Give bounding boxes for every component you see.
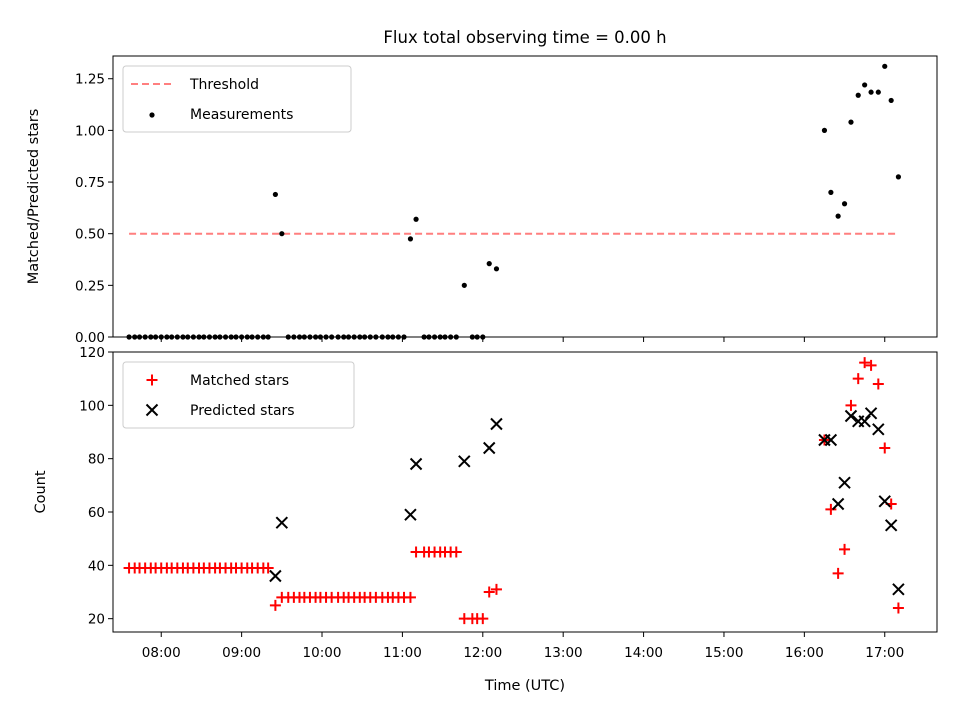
measurement-point <box>486 261 492 267</box>
legend-matched-marker <box>146 374 158 386</box>
predicted-star-point <box>275 516 289 529</box>
y-tick-label-1: 80 <box>88 452 105 468</box>
matched-star-point <box>450 546 462 558</box>
y-tick-label-1: 120 <box>79 345 105 361</box>
measurement-point <box>848 119 854 125</box>
measurement-point <box>493 266 500 272</box>
top-legend <box>122 65 352 133</box>
x-tick-label: 16:00 <box>785 645 824 661</box>
measurement-point <box>835 213 841 219</box>
predicted-star-point <box>878 495 891 508</box>
matched-star-point <box>872 378 884 390</box>
x-tick-label: 17:00 <box>865 645 904 661</box>
matched-star-point <box>832 567 844 579</box>
measurement-point <box>821 127 828 133</box>
matched-star-point <box>865 359 877 371</box>
x-tick-label: 11:00 <box>383 645 422 661</box>
top-y-axis-label: Matched/Predicted stars <box>26 109 42 285</box>
y-tick-label-0: 0.75 <box>75 175 105 191</box>
matched-star-point <box>825 503 837 515</box>
x-axis-label: Time (UTC) <box>484 678 565 694</box>
measurement-point <box>855 92 861 98</box>
measurement-point <box>841 201 848 207</box>
matched-star-point <box>477 613 489 625</box>
predicted-star-point <box>844 409 858 423</box>
bottom-plot-frame <box>112 351 938 633</box>
legend-predicted-label: Predicted stars <box>190 403 295 419</box>
measurement-point <box>868 89 874 95</box>
predicted-star-point <box>824 433 838 447</box>
y-tick-label-0: 0.25 <box>75 278 105 294</box>
matched-star-point <box>269 599 281 611</box>
measurement-point <box>875 89 881 95</box>
measurement-point <box>461 282 467 288</box>
y-tick-label-0: 1.25 <box>75 72 105 88</box>
x-tick-label: 09:00 <box>222 645 261 661</box>
measurement-point <box>413 216 419 222</box>
y-tick-label-0: 0.00 <box>75 330 105 346</box>
predicted-star-point <box>404 508 417 521</box>
x-tick-label: 13:00 <box>544 645 583 661</box>
predicted-star-point <box>409 457 423 471</box>
x-tick-label: 12:00 <box>463 645 502 661</box>
top-plot-frame <box>112 55 938 338</box>
matched-star-point <box>483 586 495 598</box>
legend-threshold-label: Threshold <box>189 77 259 93</box>
y-tick-label-1: 100 <box>79 398 105 414</box>
predicted-star-point <box>831 497 845 511</box>
chart-title: Flux total observing time = 0.00 h <box>383 28 666 47</box>
measurement-point <box>828 189 834 195</box>
measurement-point <box>862 82 868 88</box>
matched-star-point <box>404 591 416 603</box>
matched-star-point <box>490 583 502 595</box>
predicted-star-point <box>838 476 851 489</box>
legend-measurements-marker <box>149 112 155 118</box>
matched-star-point <box>839 543 851 555</box>
predicted-star-point <box>872 423 885 436</box>
x-tick-label: 08:00 <box>142 645 181 661</box>
legend-matched-label: Matched stars <box>190 373 289 389</box>
x-tick-label: 14:00 <box>624 645 663 661</box>
measurement-point <box>888 97 894 104</box>
bottom-y-axis-label: Count <box>33 470 49 513</box>
matched-star-point <box>879 442 891 454</box>
matched-star-point <box>845 399 857 411</box>
legend-predicted-marker <box>145 403 159 417</box>
matched-star-point <box>859 357 871 369</box>
predicted-star-point <box>892 583 905 596</box>
measurement-point <box>895 174 902 180</box>
y-tick-label-1: 20 <box>88 612 105 628</box>
x-tick-label: 10:00 <box>303 645 342 661</box>
measurement-point <box>882 63 888 69</box>
predicted-star-point <box>858 415 871 428</box>
y-tick-label-1: 60 <box>88 505 105 521</box>
bottom-legend <box>122 361 355 429</box>
measurement-point <box>407 236 414 242</box>
predicted-star-point <box>864 407 878 420</box>
predicted-star-point <box>490 417 503 431</box>
y-tick-label-1: 40 <box>88 558 105 574</box>
matched-star-point <box>852 373 864 385</box>
measurement-point <box>272 191 278 198</box>
predicted-star-point <box>483 441 496 455</box>
legend-measurements-label: Measurements <box>190 107 293 123</box>
matched-star-point <box>262 562 274 574</box>
predicted-star-point <box>269 569 282 583</box>
measurement-point <box>279 231 285 237</box>
y-tick-label-0: 1.00 <box>75 123 105 139</box>
predicted-star-point <box>458 455 471 468</box>
matched-star-point <box>892 602 904 614</box>
x-tick-label: 15:00 <box>705 645 744 661</box>
y-tick-label-0: 0.50 <box>75 227 105 243</box>
predicted-star-point <box>884 519 898 532</box>
